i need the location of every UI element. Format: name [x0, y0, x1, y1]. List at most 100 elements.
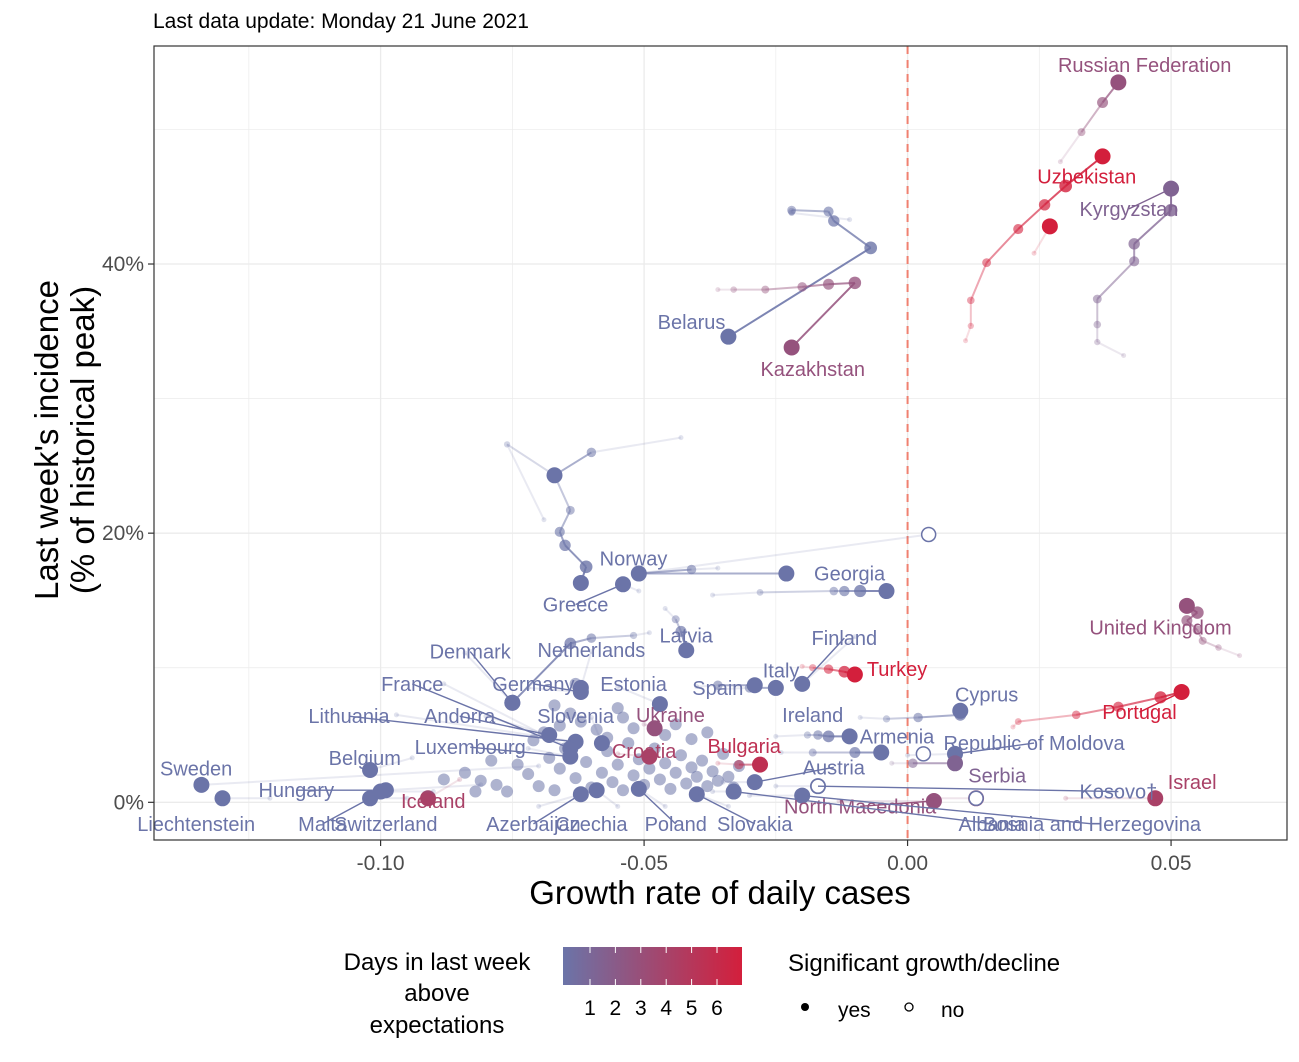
history-point: [926, 795, 932, 801]
background-point: [469, 785, 482, 798]
current-point: [841, 728, 858, 745]
country-label: Lithuania: [308, 706, 390, 728]
current-point: [746, 677, 763, 694]
color-legend-value: 4: [660, 997, 672, 1020]
color-legend-value: 3: [635, 997, 647, 1020]
history-point: [720, 779, 726, 785]
trail-segment: [765, 285, 803, 291]
history-point: [864, 241, 878, 255]
trail-segment: [727, 247, 872, 338]
country-trail: [420, 776, 463, 807]
country-trail: [1092, 180, 1180, 359]
shape-legend-title: Significant growth/decline: [788, 950, 1060, 977]
history-point: [710, 592, 716, 598]
y-axis-title-line-1: Last week's incidence: [28, 280, 65, 600]
current-point: [1147, 790, 1164, 807]
history-point: [756, 588, 764, 596]
background-point: [627, 769, 640, 782]
background-point: [627, 722, 640, 735]
current-point: [767, 679, 784, 696]
country-label: Greece: [543, 594, 609, 616]
trail-segment: [638, 533, 929, 575]
country-label: Belarus: [658, 312, 726, 334]
history-point: [849, 747, 861, 759]
label-leader-line: [533, 793, 582, 825]
current-point: [214, 790, 231, 807]
history-point: [725, 803, 731, 809]
x-tick-label: -0.10: [357, 852, 405, 875]
current-point: [947, 755, 964, 772]
history-point: [773, 783, 779, 789]
background-point: [711, 774, 724, 787]
country-label: Bosnia and Herzegovina: [983, 814, 1202, 836]
country-label: Germany: [492, 674, 574, 696]
label-leader-line: [817, 785, 1119, 793]
current-point: [846, 666, 863, 683]
shape-legend-yes-label: yes: [838, 999, 871, 1022]
current-point: [546, 467, 563, 484]
x-tick-label: 0.05: [1151, 852, 1192, 875]
history-point: [536, 803, 542, 809]
country-trail: [1057, 74, 1127, 165]
history-point: [409, 755, 415, 761]
country-trail: [1031, 218, 1058, 256]
history-point: [1128, 238, 1140, 250]
history-point: [441, 681, 447, 687]
country-label: Albania: [959, 814, 1027, 836]
background-point: [659, 729, 672, 742]
country-trail: [710, 583, 895, 600]
country-label: Armenia: [860, 726, 935, 748]
country-label: Kyrgyzstan: [1079, 199, 1178, 221]
country-label: Malta: [298, 814, 348, 836]
history-point: [629, 631, 638, 640]
history-point: [615, 751, 621, 757]
trail-segment: [1059, 131, 1083, 163]
history-point: [1237, 653, 1243, 659]
country-label: Israel: [1168, 772, 1217, 794]
plot-panel: [153, 45, 1288, 841]
background-point: [669, 718, 682, 731]
trail-segment: [964, 325, 972, 342]
country-label: Sweden: [160, 759, 232, 781]
history-point: [854, 584, 867, 598]
history-point: [646, 630, 652, 636]
history-point: [905, 752, 911, 758]
history-point: [586, 447, 597, 458]
country-trail: [662, 606, 695, 659]
history-point: [848, 276, 862, 290]
label-leader-line: [459, 715, 550, 736]
trail-segment: [775, 734, 808, 738]
history-point: [787, 205, 797, 215]
trail-segment: [1118, 696, 1161, 708]
history-point: [889, 760, 895, 766]
color-legend-value: 1: [584, 997, 596, 1020]
label-leader-line: [469, 651, 513, 704]
current-point: [420, 790, 437, 807]
current-point: [678, 642, 695, 659]
history-point: [715, 287, 721, 293]
history-point: [462, 650, 468, 656]
country-label: Belgium: [329, 748, 401, 770]
trail-segment: [1096, 260, 1135, 300]
current-point: [783, 339, 800, 356]
background-point: [680, 777, 693, 790]
history-point: [430, 789, 436, 795]
country-label: Uzbekistan: [1037, 167, 1136, 189]
background-point: [474, 774, 487, 787]
country-label: Latvia: [660, 625, 714, 647]
country-trail: [963, 148, 1111, 344]
background-point: [617, 784, 630, 797]
trail-segment: [860, 716, 887, 720]
y-axis-title: Last week's incidence (% of historical p…: [28, 280, 101, 600]
country-trail: [588, 715, 610, 752]
y-axis-ticks: 0% 20% 40%: [102, 253, 154, 814]
history-point: [588, 649, 594, 655]
color-legend-title-line-2: above: [404, 980, 469, 1007]
background-point: [485, 754, 498, 767]
country-label: Switzerland: [334, 814, 437, 836]
history-point: [797, 282, 807, 292]
background-point: [569, 772, 582, 785]
background-point: [643, 762, 656, 775]
trail-segment: [717, 686, 750, 691]
